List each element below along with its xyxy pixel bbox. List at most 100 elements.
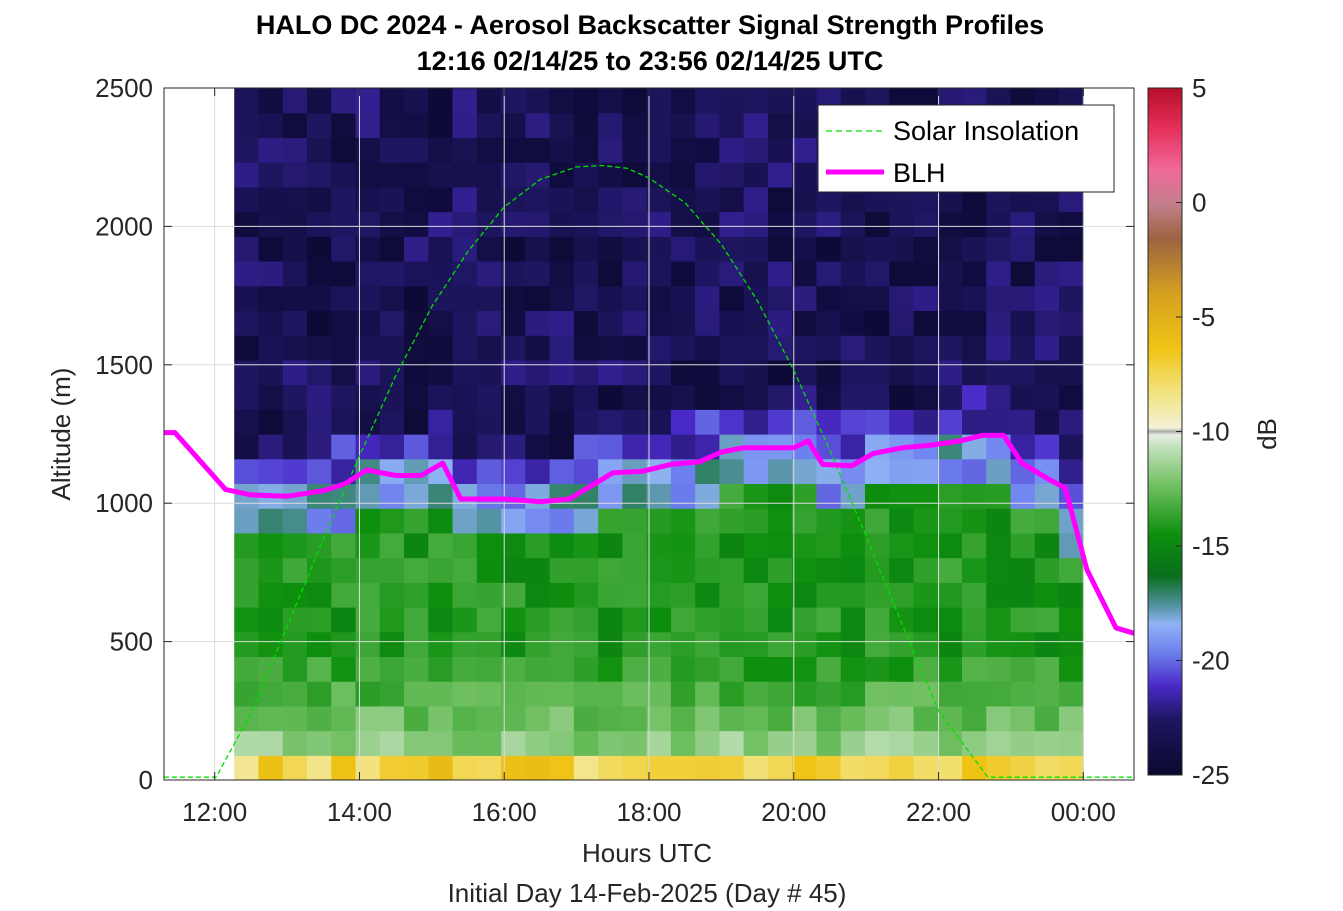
heatmap-cell	[549, 112, 575, 139]
heatmap-cell	[1010, 730, 1036, 756]
heatmap-cell	[937, 656, 963, 682]
heatmap-cell	[404, 285, 429, 312]
heatmap-cell	[937, 532, 963, 559]
heatmap-cell	[476, 730, 502, 756]
heatmap-cell	[840, 359, 866, 386]
heatmap-cell	[695, 557, 721, 583]
heatmap-cell	[767, 730, 793, 756]
heatmap-cell	[864, 310, 890, 336]
heatmap-cell	[719, 359, 745, 386]
heatmap-cell	[549, 285, 575, 312]
heatmap-cell	[404, 359, 429, 386]
heatmap-cell	[864, 755, 890, 780]
heatmap-cell	[331, 656, 357, 682]
heatmap-cell	[767, 88, 793, 114]
heatmap-cell	[331, 755, 357, 780]
heatmap-cell	[622, 730, 648, 756]
heatmap-cell	[452, 186, 478, 213]
heatmap-cell	[428, 631, 454, 658]
heatmap-cell	[476, 458, 502, 485]
heatmap-cell	[234, 409, 260, 435]
heatmap-cell	[307, 557, 332, 583]
heatmap-cell	[670, 384, 696, 410]
heatmap-cell	[743, 409, 769, 435]
heatmap-cell	[719, 211, 745, 237]
heatmap-cell	[598, 730, 623, 756]
heatmap-cell	[962, 656, 987, 682]
heatmap-cell	[719, 88, 745, 114]
heatmap-cell	[767, 557, 793, 583]
heatmap-cell	[598, 310, 623, 336]
heatmap-cell	[1034, 705, 1060, 732]
heatmap-cell	[234, 285, 260, 312]
heatmap-cell	[646, 557, 672, 583]
heatmap-cell	[986, 755, 1012, 780]
heatmap-cell	[307, 359, 332, 386]
heatmap-cell	[525, 137, 551, 163]
heatmap-cell	[598, 656, 623, 682]
heatmap-cell	[719, 458, 745, 485]
heatmap-cell	[792, 458, 818, 485]
heatmap-cell	[573, 186, 599, 213]
heatmap-cell	[743, 681, 769, 707]
heatmap-cell	[379, 261, 405, 287]
heatmap-cell	[501, 656, 526, 682]
heatmap-cell	[331, 705, 357, 732]
heatmap-cell	[525, 112, 551, 139]
heatmap-cell	[695, 730, 721, 756]
heatmap-cell	[258, 359, 284, 386]
heatmap-cell	[525, 384, 551, 410]
heatmap-cell	[501, 211, 526, 237]
heatmap-cell	[913, 483, 939, 509]
heatmap-cell	[404, 162, 429, 188]
heatmap-cell	[889, 705, 915, 732]
heatmap-cell	[1059, 656, 1084, 682]
heatmap-cell	[695, 359, 721, 386]
heatmap-cell	[452, 310, 478, 336]
heatmap-cell	[1059, 359, 1084, 386]
heatmap-cell	[646, 359, 672, 386]
heatmap-cell	[864, 409, 890, 435]
heatmap-cell	[282, 285, 308, 312]
x-tick-label: 22:00	[906, 797, 971, 827]
heatmap-cell	[889, 335, 915, 361]
heatmap-cell	[719, 705, 745, 732]
heatmap-cell	[307, 310, 332, 336]
heatmap-cell	[234, 310, 260, 336]
heatmap-cell	[379, 211, 405, 237]
heatmap-cell	[695, 508, 721, 534]
heatmap-cell	[549, 211, 575, 237]
heatmap-cell	[646, 310, 672, 336]
heatmap-cell	[404, 631, 429, 658]
heatmap-cell	[889, 607, 915, 633]
heatmap-cell	[549, 186, 575, 213]
heatmap-cell	[986, 211, 1012, 237]
x-axis-label: Hours UTC	[582, 838, 712, 868]
heatmap-cell	[962, 285, 987, 312]
heatmap-cell	[525, 557, 551, 583]
chart-subtitle: 12:16 02/14/25 to 23:56 02/14/25 UTC	[416, 46, 884, 76]
heatmap-cell	[501, 631, 526, 658]
heatmap-cell	[719, 483, 745, 509]
heatmap-cell	[670, 755, 696, 780]
heatmap-cell	[549, 310, 575, 336]
heatmap-cell	[1034, 359, 1060, 386]
heatmap-cell	[743, 359, 769, 386]
heatmap-cell	[792, 532, 818, 559]
heatmap-cell	[331, 261, 357, 287]
heatmap-cell	[282, 409, 308, 435]
heatmap-cell	[452, 261, 478, 287]
heatmap-cell	[913, 211, 939, 237]
heatmap-cell	[864, 236, 890, 262]
heatmap-cell	[234, 656, 260, 682]
heatmap-cell	[719, 335, 745, 361]
heatmap-cell	[573, 705, 599, 732]
heatmap-cell	[743, 88, 769, 114]
heatmap-cell	[404, 186, 429, 213]
heatmap-cell	[913, 310, 939, 336]
heatmap-cell	[573, 458, 599, 485]
heatmap-cell	[986, 236, 1012, 262]
heatmap-cell	[598, 508, 623, 534]
heatmap-cell	[670, 508, 696, 534]
heatmap-cell	[962, 631, 987, 658]
